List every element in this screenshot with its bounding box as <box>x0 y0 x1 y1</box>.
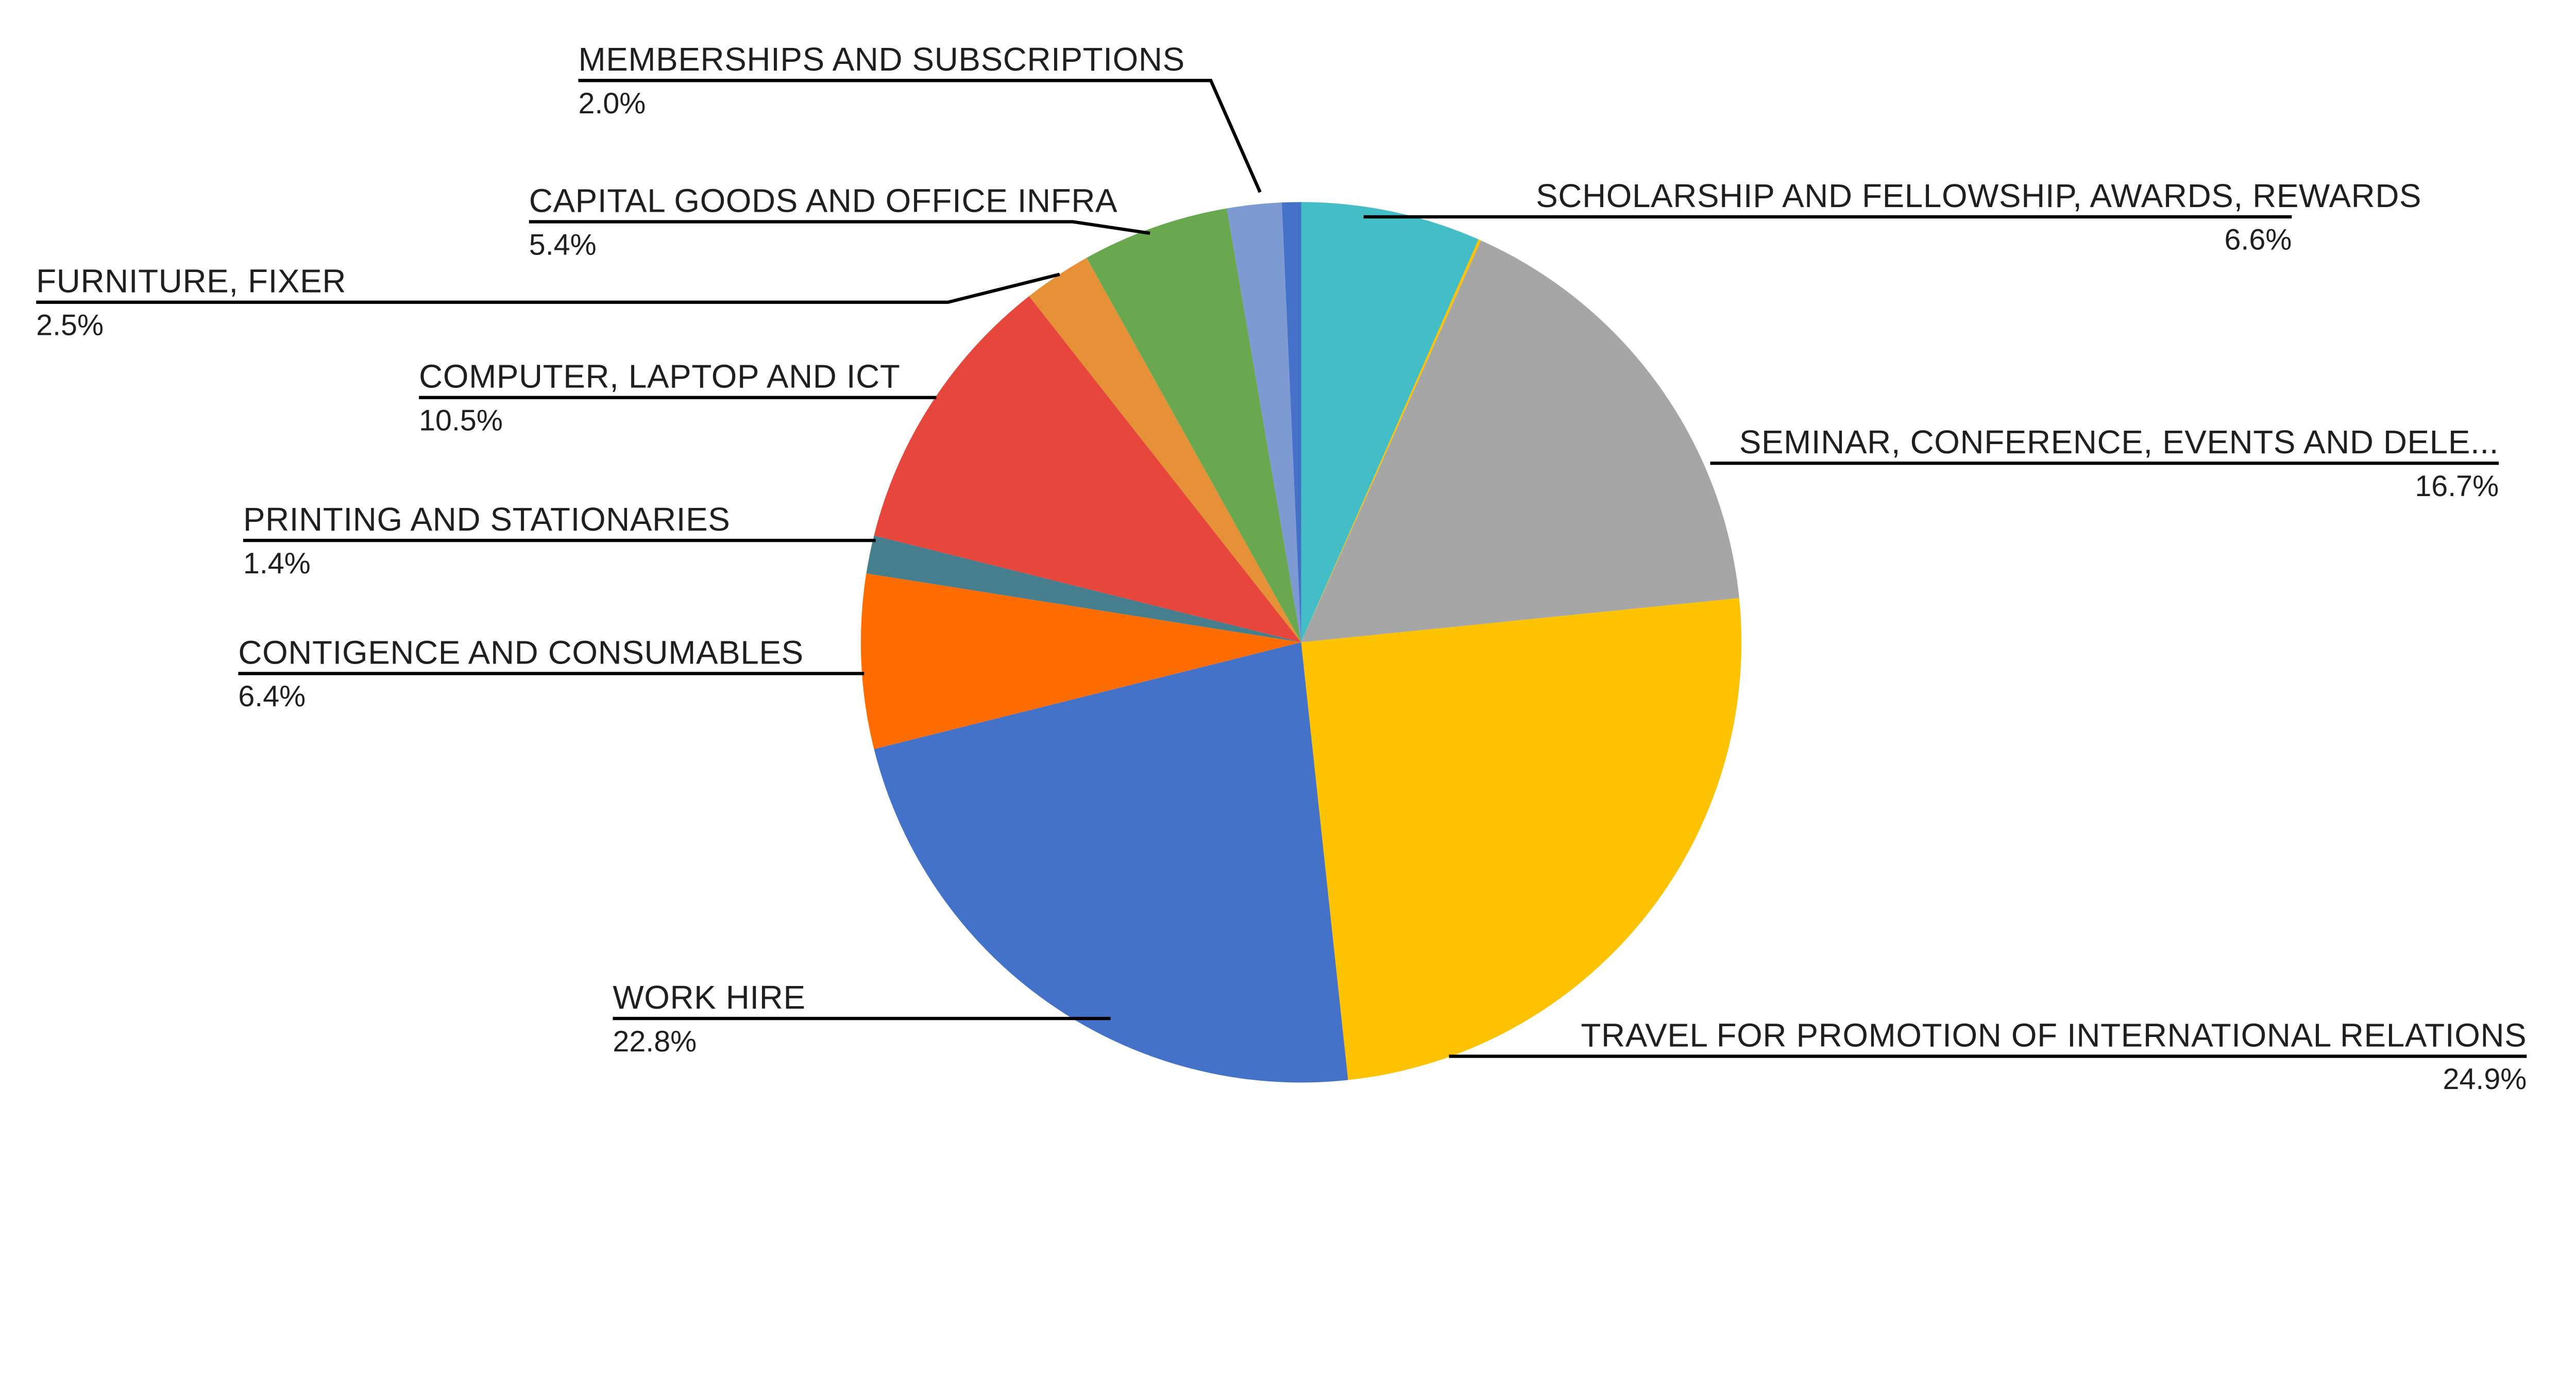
pie-slice-printing-stationaries[interactable] <box>866 535 1301 642</box>
slice-pct: 2.0% <box>578 87 646 120</box>
pie-slice-scholarship-fellowship-awards-rewards[interactable] <box>1301 202 1479 642</box>
pie-slice-capital-goods-office-infra[interactable] <box>1087 208 1301 642</box>
slice-pct: 5.4% <box>529 228 597 262</box>
slice-pct: 1.4% <box>243 547 311 580</box>
pie-chart-figure: MEMBERSHIPS AND SUBSCRIPTIONS 2.0% CAPIT… <box>36 42 2527 1096</box>
pie-slice-computer-laptop-ict[interactable] <box>874 296 1301 642</box>
leader-lines <box>36 79 2527 1058</box>
leader-line-capital-goods-office-infra <box>529 220 1150 235</box>
slice-label: SCHOLARSHIP AND FELLOWSHIP, AWARDS, REWA… <box>1536 179 2422 215</box>
slice-label: PRINTING AND STATIONARIES <box>243 502 731 539</box>
slice-label: SEMINAR, CONFERENCE, EVENTS AND DELE... <box>1739 425 2499 462</box>
pie-slice-travel-international-relations[interactable] <box>1301 598 1742 1080</box>
slice-label: WORK HIRE <box>613 980 806 1017</box>
pie-slice-furniture-fixer[interactable] <box>1029 258 1301 642</box>
pie-slice-contigence-consumables[interactable] <box>860 573 1301 750</box>
slice-label: FURNITURE, FIXER <box>36 264 347 301</box>
callout-work-hire: WORK HIRE 22.8% <box>613 981 805 1058</box>
pie <box>860 202 1742 1083</box>
slice-label: CAPITAL GOODS AND OFFICE INFRA <box>529 184 1118 220</box>
pie-slice-unlabeled-sliver-1[interactable] <box>1301 239 1481 642</box>
pie-slice-memberships-and-subscriptions[interactable] <box>1227 202 1301 642</box>
callout-travel-international-relations: TRAVEL FOR PROMOTION OF INTERNATIONAL RE… <box>1581 1018 2527 1096</box>
slice-pct: 22.8% <box>613 1025 697 1058</box>
callout-seminar-conference-events: SEMINAR, CONFERENCE, EVENTS AND DELE... … <box>1739 426 2499 503</box>
callout-printing-stationaries: PRINTING AND STATIONARIES 1.4% <box>243 503 731 580</box>
slice-pct: 24.9% <box>2443 1063 2527 1096</box>
slice-label: CONTIGENCE AND CONSUMABLES <box>238 636 804 672</box>
slice-pct: 16.7% <box>2415 469 2499 503</box>
slice-pct: 2.5% <box>36 309 104 342</box>
pie-slice-seminar-conference-events[interactable] <box>1301 240 1739 642</box>
pie-slice-unlabeled-sliver-2[interactable] <box>1281 202 1301 642</box>
callout-contigence-consumables: CONTIGENCE AND CONSUMABLES 6.4% <box>238 636 803 713</box>
slice-pct: 6.4% <box>238 680 306 713</box>
leader-line-memberships-and-subscriptions <box>578 79 1262 193</box>
slice-pct: 6.6% <box>2224 223 2292 257</box>
callout-scholarship-fellowship-awards-rewards: SCHOLARSHIP AND FELLOWSHIP, AWARDS, REWA… <box>1536 179 2421 257</box>
slice-label: MEMBERSHIPS AND SUBSCRIPTIONS <box>578 42 1185 79</box>
pie-slice-work-hire[interactable] <box>874 642 1348 1083</box>
leader-line-furniture-fixer <box>36 273 1060 304</box>
slice-pct: 10.5% <box>419 404 503 437</box>
callout-memberships-and-subscriptions: MEMBERSHIPS AND SUBSCRIPTIONS 2.0% <box>578 43 1184 120</box>
callout-furniture-fixer: FURNITURE, FIXER 2.5% <box>36 264 346 342</box>
slice-label: COMPUTER, LAPTOP AND ICT <box>419 360 901 396</box>
callout-computer-laptop-ict: COMPUTER, LAPTOP AND ICT 10.5% <box>419 360 900 437</box>
slice-label: TRAVEL FOR PROMOTION OF INTERNATIONAL RE… <box>1581 1018 2527 1055</box>
callout-capital-goods-office-infra: CAPITAL GOODS AND OFFICE INFRA 5.4% <box>529 184 1117 261</box>
